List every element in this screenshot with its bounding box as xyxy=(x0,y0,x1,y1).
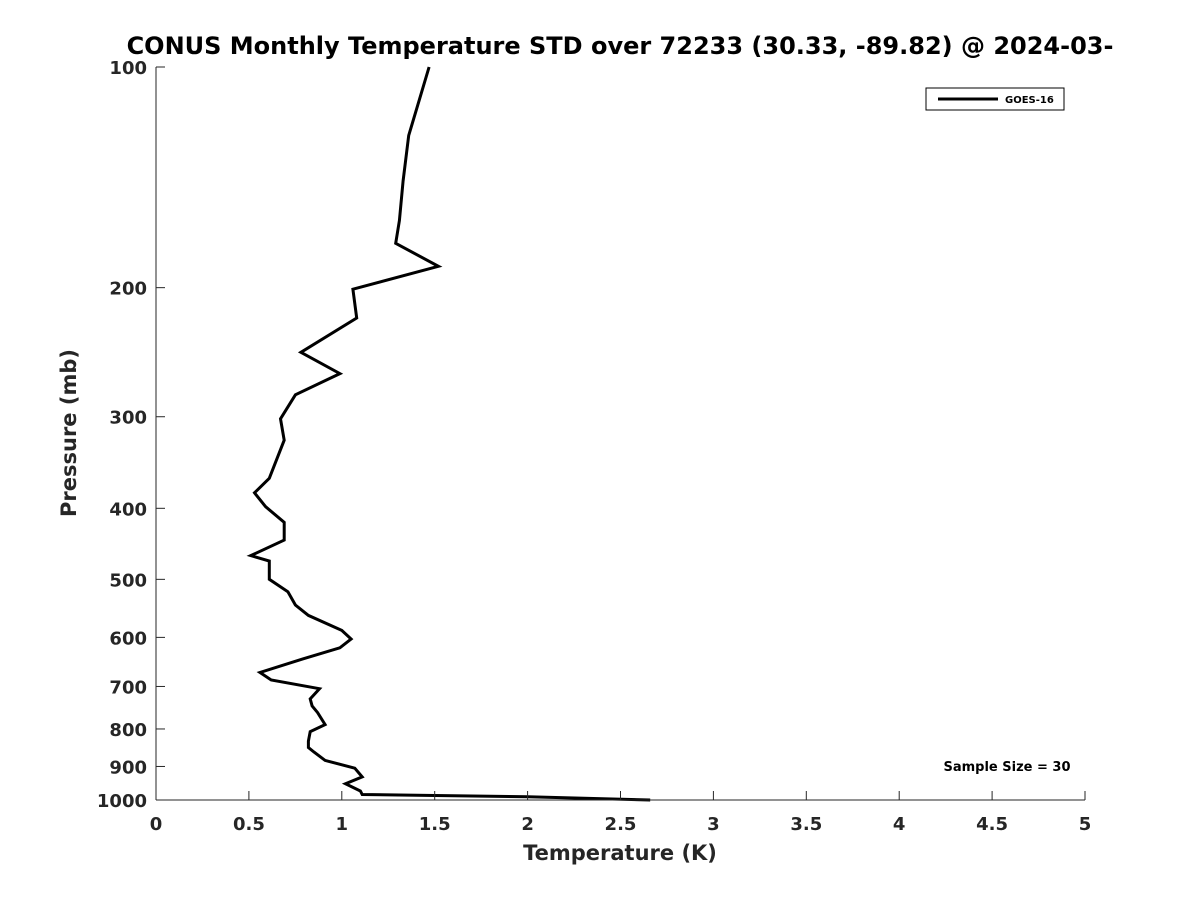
y-tick-label: 900 xyxy=(109,757,147,778)
axes: 0 0.5 1 1.5 2 2.5 3 3.5 4 4.5 5 100 200 300 400 500 600 7… xyxy=(97,58,1091,835)
y-tick-label: 500 xyxy=(109,570,147,591)
y-tick-label: 400 xyxy=(109,499,147,520)
x-tick-label: 3 xyxy=(707,814,720,835)
y-tick-label: 700 xyxy=(109,677,147,698)
x-tick-label: 1.5 xyxy=(419,814,451,835)
x-tick-label: 3.5 xyxy=(790,814,822,835)
x-tick-label: 0.5 xyxy=(233,814,265,835)
x-tick-label: 2 xyxy=(521,814,534,835)
sample-size-annotation: Sample Size = 30 xyxy=(943,760,1070,775)
y-tick-label: 1000 xyxy=(97,791,147,812)
y-tick-label: 800 xyxy=(109,720,147,741)
x-tick-label: 4 xyxy=(893,814,906,835)
y-tick-label: 200 xyxy=(109,279,147,300)
chart-title: CONUS Monthly Temperature STD over 72233… xyxy=(127,32,1114,60)
series-line xyxy=(246,66,651,802)
x-tick-label: 5 xyxy=(1079,814,1092,835)
x-tick-label: 1 xyxy=(336,814,349,835)
x-tick-label: 4.5 xyxy=(976,814,1008,835)
plot-area xyxy=(246,66,651,802)
y-tick-label: 600 xyxy=(109,628,147,649)
y-tick-label: 100 xyxy=(109,58,147,79)
legend-label: GOES-16 xyxy=(1005,95,1054,106)
x-tick-label: 0 xyxy=(150,814,163,835)
x-axis-label: Temperature (K) xyxy=(523,841,717,865)
y-tick-label: 300 xyxy=(109,408,147,429)
x-tick-label: 2.5 xyxy=(605,814,637,835)
y-axis-label: Pressure (mb) xyxy=(57,349,81,517)
legend: GOES-16 xyxy=(925,87,1065,111)
